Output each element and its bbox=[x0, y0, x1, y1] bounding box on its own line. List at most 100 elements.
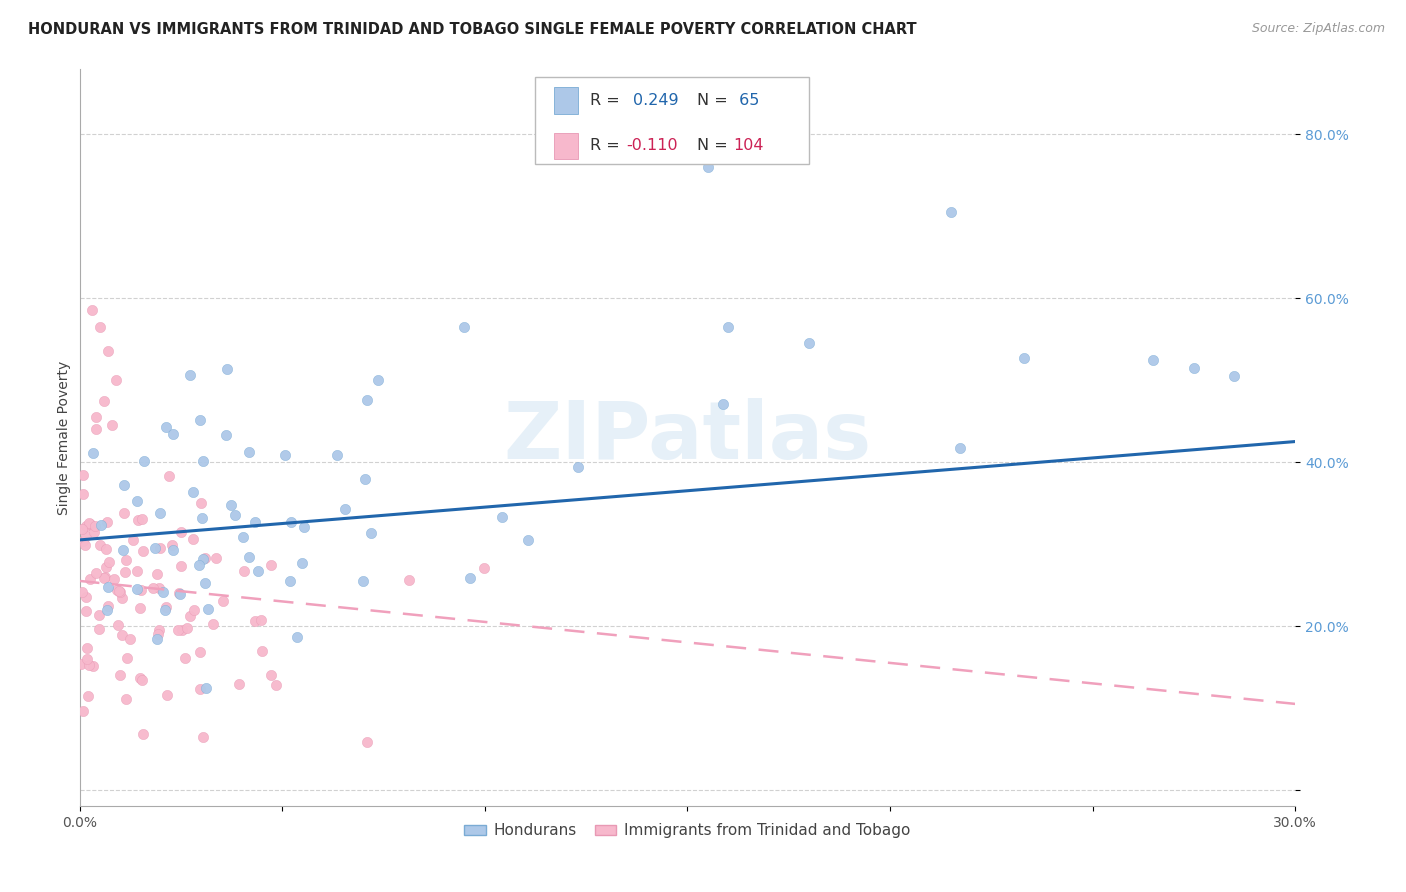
Point bbox=[108, 585, 131, 599]
Point bbox=[80, 303, 103, 318]
Point bbox=[280, 516, 302, 530]
Point bbox=[238, 444, 260, 458]
Point bbox=[238, 550, 260, 565]
Point bbox=[1182, 360, 1205, 375]
Point bbox=[76, 651, 98, 665]
Point bbox=[96, 515, 118, 529]
Point bbox=[190, 496, 212, 510]
Point bbox=[292, 519, 315, 533]
Point bbox=[159, 469, 181, 483]
Point bbox=[115, 692, 138, 706]
Point bbox=[458, 571, 481, 585]
Point bbox=[89, 538, 111, 552]
Point bbox=[149, 541, 172, 555]
Point bbox=[354, 472, 377, 486]
Point bbox=[75, 529, 97, 543]
Point bbox=[197, 602, 219, 616]
Point bbox=[94, 570, 117, 584]
Point bbox=[188, 645, 211, 659]
Point bbox=[335, 502, 357, 516]
Point bbox=[90, 517, 112, 532]
Text: Source: ZipAtlas.com: Source: ZipAtlas.com bbox=[1251, 22, 1385, 36]
Point bbox=[121, 533, 143, 548]
Point bbox=[114, 565, 136, 579]
Point bbox=[105, 582, 128, 597]
Point bbox=[232, 564, 254, 578]
Point bbox=[125, 564, 148, 578]
Text: 65: 65 bbox=[734, 93, 759, 108]
Point bbox=[247, 564, 270, 578]
Point bbox=[155, 599, 177, 614]
Point bbox=[72, 534, 94, 549]
Point bbox=[132, 544, 155, 558]
Point bbox=[260, 668, 283, 682]
Point bbox=[1012, 351, 1035, 365]
Point bbox=[97, 580, 120, 594]
Point bbox=[162, 542, 184, 557]
Point bbox=[70, 585, 93, 599]
Point bbox=[352, 574, 374, 589]
Point bbox=[79, 516, 101, 531]
Point bbox=[291, 556, 314, 570]
Text: HONDURAN VS IMMIGRANTS FROM TRINIDAD AND TOBAGO SINGLE FEMALE POVERTY CORRELATIO: HONDURAN VS IMMIGRANTS FROM TRINIDAD AND… bbox=[28, 22, 917, 37]
Point bbox=[143, 541, 166, 556]
Point bbox=[211, 594, 233, 608]
Point bbox=[70, 523, 93, 537]
Point bbox=[89, 622, 111, 636]
Point bbox=[193, 551, 215, 566]
Point bbox=[104, 373, 127, 387]
FancyBboxPatch shape bbox=[554, 87, 578, 113]
Point bbox=[77, 657, 100, 672]
Point bbox=[69, 657, 91, 672]
Point bbox=[146, 632, 169, 646]
Point bbox=[367, 373, 389, 387]
Point bbox=[278, 574, 301, 588]
Point bbox=[72, 704, 94, 718]
Point bbox=[1142, 352, 1164, 367]
Point bbox=[155, 419, 177, 434]
Point bbox=[149, 506, 172, 520]
Point bbox=[711, 397, 734, 411]
Point bbox=[114, 553, 136, 567]
Text: R =: R = bbox=[591, 93, 626, 108]
Point bbox=[108, 583, 131, 598]
Point bbox=[188, 681, 211, 696]
Point bbox=[1223, 368, 1246, 383]
Point bbox=[132, 454, 155, 468]
Point bbox=[181, 532, 204, 546]
Point bbox=[125, 582, 148, 596]
Point bbox=[120, 632, 142, 646]
Point bbox=[326, 448, 349, 462]
Point bbox=[75, 518, 97, 533]
Point bbox=[491, 510, 513, 524]
Point bbox=[201, 617, 224, 632]
Point bbox=[93, 393, 115, 408]
Text: N =: N = bbox=[697, 93, 728, 108]
Point bbox=[83, 519, 105, 533]
Point bbox=[219, 498, 242, 512]
Point bbox=[243, 614, 266, 628]
Point bbox=[170, 623, 193, 637]
Point bbox=[108, 668, 131, 682]
Point bbox=[112, 506, 135, 520]
Point bbox=[949, 441, 972, 455]
Point bbox=[169, 586, 191, 600]
Point bbox=[93, 571, 115, 585]
Point bbox=[148, 624, 170, 638]
Point bbox=[148, 581, 170, 595]
Point bbox=[517, 533, 540, 547]
Point bbox=[194, 576, 217, 591]
Point bbox=[160, 538, 183, 552]
Point bbox=[96, 560, 118, 574]
Point bbox=[110, 628, 132, 642]
Point bbox=[129, 671, 152, 685]
Point bbox=[232, 530, 254, 544]
Point bbox=[274, 448, 297, 462]
Point bbox=[472, 561, 495, 575]
Point bbox=[191, 731, 214, 745]
Point bbox=[89, 607, 111, 622]
Point bbox=[76, 641, 98, 656]
Text: 0.249: 0.249 bbox=[633, 93, 678, 108]
Point bbox=[162, 426, 184, 441]
Point bbox=[717, 319, 740, 334]
